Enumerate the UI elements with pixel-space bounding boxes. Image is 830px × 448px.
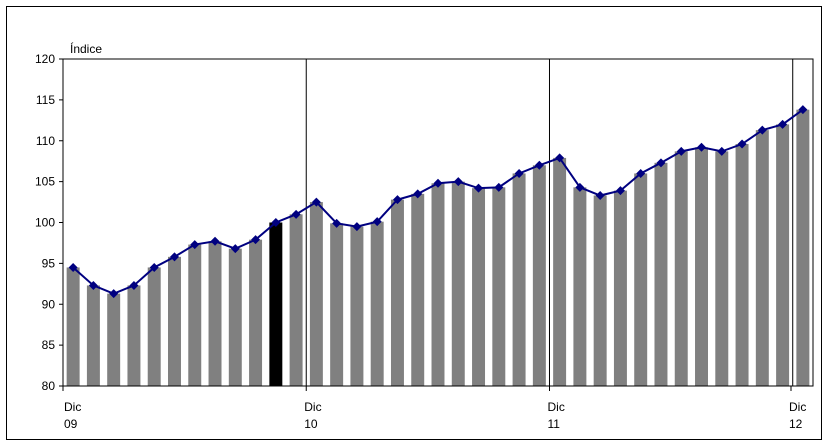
bar-26	[593, 195, 607, 386]
line-point-15	[372, 217, 382, 227]
line-point-4	[149, 262, 159, 272]
y-tick-label-120: 120	[35, 52, 55, 66]
line-point-35	[778, 119, 788, 129]
bar-28	[634, 173, 648, 386]
x-tick-month-1: Dic	[304, 400, 321, 414]
bar-10	[269, 222, 283, 386]
bar-11	[289, 214, 303, 386]
line-point-21	[494, 182, 504, 192]
line-point-19	[453, 177, 463, 187]
bar-13	[330, 223, 344, 386]
line-point-13	[332, 218, 342, 228]
bar-34	[755, 130, 769, 386]
line-point-34	[757, 125, 767, 135]
line-point-1	[88, 280, 98, 290]
bar-20	[472, 188, 486, 386]
axes	[59, 58, 814, 391]
bar-3	[127, 285, 141, 386]
bar-0	[66, 267, 80, 386]
line-point-17	[413, 189, 423, 199]
bar-6	[188, 244, 202, 386]
x-tick-year-1: 10	[304, 417, 318, 431]
bar-series	[66, 109, 810, 387]
line-point-16	[392, 195, 402, 205]
line-point-25	[575, 182, 585, 192]
line-series	[68, 105, 808, 299]
line-point-7	[210, 236, 220, 246]
line-point-9	[251, 235, 261, 245]
line-point-20	[474, 183, 484, 193]
line-point-22	[514, 168, 524, 178]
bar-22	[512, 173, 526, 386]
y-tick-label-110: 110	[36, 134, 55, 148]
bar-9	[249, 239, 263, 386]
bar-8	[228, 248, 242, 386]
line-point-30	[676, 146, 686, 156]
bar-31	[695, 147, 708, 386]
y-tick-label-105: 105	[35, 175, 55, 189]
line-point-14	[352, 222, 362, 232]
x-tick-year-0: 09	[64, 417, 78, 431]
bar-36	[796, 109, 810, 386]
x-tick-month-0: Dic	[64, 400, 81, 414]
line-point-27	[615, 186, 625, 196]
bar-21	[492, 187, 506, 386]
line-point-32	[717, 146, 727, 156]
line-point-5	[169, 252, 179, 262]
bar-30	[674, 151, 688, 386]
bar-18	[431, 183, 445, 386]
bar-32	[715, 151, 729, 386]
line-point-0	[68, 262, 78, 272]
line-point-36	[798, 105, 808, 115]
line-point-26	[595, 191, 605, 201]
line-point-2	[109, 289, 119, 299]
x-tick-labels: Dic 09 Dic 10 Dic 11 Dic 12	[64, 400, 806, 431]
line-point-6	[190, 240, 200, 250]
y-tick-labels: 80 85 90 95 100 105 110 115 120	[35, 52, 55, 393]
line-point-12	[311, 197, 321, 207]
bar-23	[532, 165, 546, 386]
bar-15	[370, 221, 384, 386]
line-point-31	[697, 142, 707, 152]
y-tick-label-80: 80	[42, 379, 56, 393]
bar-2	[107, 293, 121, 386]
y-tick-label-100: 100	[35, 216, 55, 230]
y-tick-label-90: 90	[42, 297, 56, 311]
bar-16	[390, 199, 404, 386]
line-point-8	[230, 244, 240, 254]
x-tick-month-2: Dic	[547, 400, 564, 414]
bar-33	[735, 144, 749, 386]
bar-27	[613, 190, 627, 386]
separator-lines	[305, 59, 794, 386]
line-point-10	[271, 218, 281, 227]
y-axis-label: Índice	[70, 41, 102, 56]
bar-1	[86, 285, 100, 386]
bar-19	[451, 181, 465, 386]
x-tick-month-3: Dic	[789, 400, 806, 414]
line-point-18	[433, 178, 443, 188]
line-point-29	[656, 158, 666, 168]
line-point-24	[555, 153, 565, 163]
bar-7	[208, 241, 222, 386]
bar-17	[411, 193, 425, 386]
line-point-23	[534, 160, 544, 170]
line-point-3	[129, 280, 139, 290]
bar-5	[168, 256, 181, 386]
bar-14	[350, 226, 364, 386]
bar-35	[776, 124, 790, 387]
x-tick-year-2: 11	[547, 417, 560, 431]
y-tick-label-95: 95	[42, 256, 56, 270]
line-point-11	[291, 209, 301, 219]
bar-4	[147, 267, 161, 386]
bar-24	[553, 157, 567, 386]
y-tick-label-85: 85	[42, 338, 56, 352]
y-tick-label-115: 115	[36, 93, 55, 107]
line-point-28	[636, 168, 646, 178]
x-tick-year-3: 12	[789, 417, 803, 431]
bar-25	[573, 187, 587, 386]
bar-12	[309, 202, 323, 386]
line-point-33	[737, 139, 747, 149]
bar-29	[654, 162, 668, 386]
